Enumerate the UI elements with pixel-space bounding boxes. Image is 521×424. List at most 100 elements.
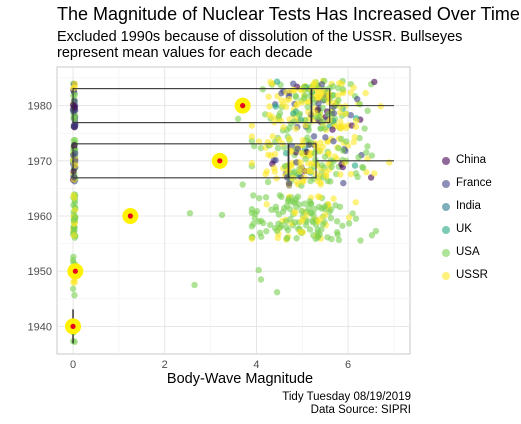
data-point	[364, 143, 371, 150]
data-point	[263, 227, 270, 235]
data-point	[265, 93, 272, 100]
data-point	[314, 229, 321, 236]
data-point	[317, 179, 324, 186]
data-point	[248, 133, 256, 140]
data-point	[337, 103, 344, 110]
legend-key	[442, 226, 450, 234]
data-point	[307, 209, 314, 216]
data-point	[377, 103, 384, 110]
legend-key	[442, 203, 450, 211]
data-point	[248, 235, 256, 243]
data-point	[342, 110, 349, 118]
data-point	[275, 220, 282, 228]
data-point	[340, 179, 347, 187]
caption-line-1: Tidy Tuesday 08/19/2019	[282, 391, 411, 403]
data-point	[218, 211, 226, 219]
data-point	[306, 168, 314, 175]
data-point	[265, 111, 273, 119]
legend-label: UK	[456, 223, 472, 235]
data-point	[234, 115, 242, 123]
data-point	[271, 225, 279, 232]
legend-label: China	[456, 154, 487, 166]
data-point	[272, 103, 279, 110]
data-point	[315, 93, 322, 101]
data-point	[307, 177, 314, 185]
data-point	[335, 144, 342, 152]
data-point	[317, 215, 325, 223]
data-point	[191, 281, 198, 289]
decade-mean-center	[127, 213, 133, 219]
data-point	[304, 134, 311, 141]
data-point	[337, 135, 345, 143]
data-point	[321, 153, 329, 160]
data-point	[248, 160, 256, 167]
data-point	[330, 137, 337, 145]
data-point	[308, 161, 315, 168]
data-point	[319, 118, 327, 125]
data-point	[286, 205, 294, 213]
data-point	[270, 164, 278, 172]
data-point	[345, 214, 353, 221]
data-point	[315, 100, 322, 107]
data-point	[70, 115, 78, 122]
data-point	[269, 133, 276, 140]
data-point	[301, 200, 308, 207]
data-point	[239, 181, 246, 188]
data-point	[274, 234, 282, 242]
data-point	[368, 152, 376, 159]
data-point	[305, 108, 312, 116]
legend-key	[442, 180, 450, 188]
caption: Tidy Tuesday 08/19/2019 Data Source: SIP…	[282, 391, 411, 417]
data-point	[352, 170, 360, 177]
data-point	[255, 266, 262, 274]
data-point	[71, 141, 78, 149]
data-point	[69, 285, 77, 293]
data-point	[293, 179, 301, 186]
data-point	[262, 170, 269, 178]
data-point	[70, 216, 78, 224]
legend-key	[442, 157, 450, 165]
data-point	[357, 237, 364, 244]
legend-label: USA	[456, 246, 480, 258]
data-point	[347, 111, 354, 119]
data-point	[286, 124, 293, 131]
data-point	[296, 228, 304, 235]
data-point	[311, 205, 318, 213]
data-point	[331, 153, 339, 160]
data-point	[276, 192, 283, 199]
data-point	[319, 104, 327, 112]
data-point	[293, 235, 300, 242]
data-point	[327, 214, 335, 222]
data-point	[71, 292, 78, 299]
data-point	[371, 78, 378, 86]
data-point	[386, 159, 393, 166]
data-point	[322, 211, 329, 219]
chart-title: The Magnitude of Nuclear Tests Has Incre…	[57, 4, 520, 24]
data-point	[291, 219, 299, 226]
data-point	[364, 107, 371, 114]
data-point	[352, 199, 359, 206]
data-point	[248, 122, 256, 129]
data-point	[323, 172, 330, 179]
data-point	[363, 169, 370, 176]
data-point	[70, 137, 77, 144]
data-point	[250, 192, 257, 199]
data-point	[299, 215, 307, 223]
data-point	[286, 135, 293, 142]
data-point	[302, 121, 309, 129]
data-point	[297, 159, 304, 166]
data-point	[264, 178, 272, 186]
data-point	[255, 138, 263, 145]
data-point	[321, 203, 329, 210]
data-point	[305, 141, 313, 149]
decade-mean-center	[217, 158, 223, 164]
data-point	[278, 90, 285, 97]
caption-line-2: Data Source: SIPRI	[310, 404, 411, 416]
data-point	[274, 144, 282, 152]
data-point	[299, 178, 307, 185]
data-point	[345, 220, 353, 227]
data-point	[248, 206, 256, 213]
data-point	[292, 92, 299, 99]
y-tick-label: 1980	[28, 101, 52, 113]
